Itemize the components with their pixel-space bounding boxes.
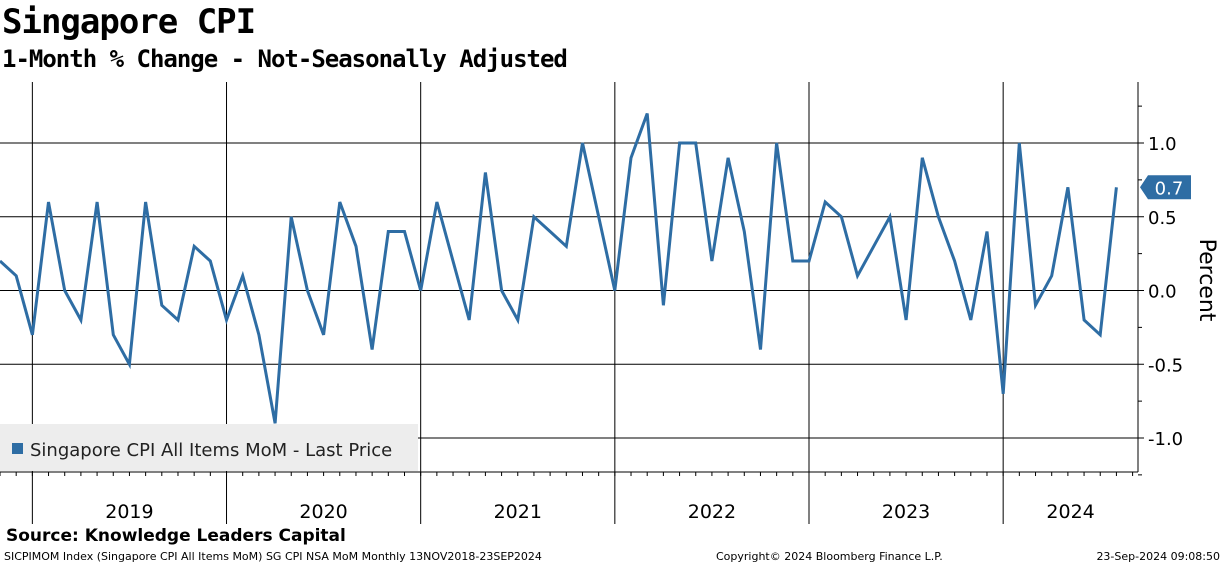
chart-title: Singapore CPI — [2, 2, 256, 42]
y-axis-title: Percent — [1194, 239, 1219, 322]
series-line — [0, 112, 1118, 424]
source-note: Source: Knowledge Leaders Capital — [6, 526, 346, 546]
x-tick-label: 2021 — [494, 501, 542, 523]
legend: Singapore CPI All Items MoM - Last Price — [0, 424, 418, 471]
x-tick-label: 2022 — [688, 501, 736, 523]
y-tick-label: -1.0 — [1148, 429, 1183, 450]
series-layer — [0, 112, 1118, 424]
axis-layer: 1.0 0.5 0.0 -0.5 -1.0 2019 2020 2021 2022 2023 202… — [0, 82, 1219, 523]
y-tick-label: -0.5 — [1148, 355, 1183, 376]
copyright: Copyright© 2024 Bloomberg Finance L.P. — [716, 550, 943, 563]
x-tick-label: 2023 — [882, 501, 930, 523]
legend-box — [0, 424, 418, 471]
y-tick-label: 0.5 — [1148, 208, 1177, 229]
index-info: SICPIMOM Index (Singapore CPI All Items … — [4, 550, 542, 563]
legend-swatch — [12, 443, 23, 454]
last-value-label: 0.7 — [1155, 178, 1184, 199]
y-tick-label: 1.0 — [1148, 134, 1177, 155]
last-value-badge — [1140, 175, 1191, 200]
x-tick-label: 2020 — [299, 501, 347, 523]
x-tick-label: 2024 — [1046, 501, 1094, 523]
timestamp: 23-Sep-2024 09:08:50 — [1096, 550, 1220, 563]
legend-label: Singapore CPI All Items MoM - Last Price — [30, 440, 392, 461]
chart-subtitle: 1-Month % Change - Not-Seasonally Adjust… — [2, 45, 568, 73]
y-tick-label: 0.0 — [1148, 282, 1177, 303]
x-tick-label: 2019 — [105, 501, 153, 523]
